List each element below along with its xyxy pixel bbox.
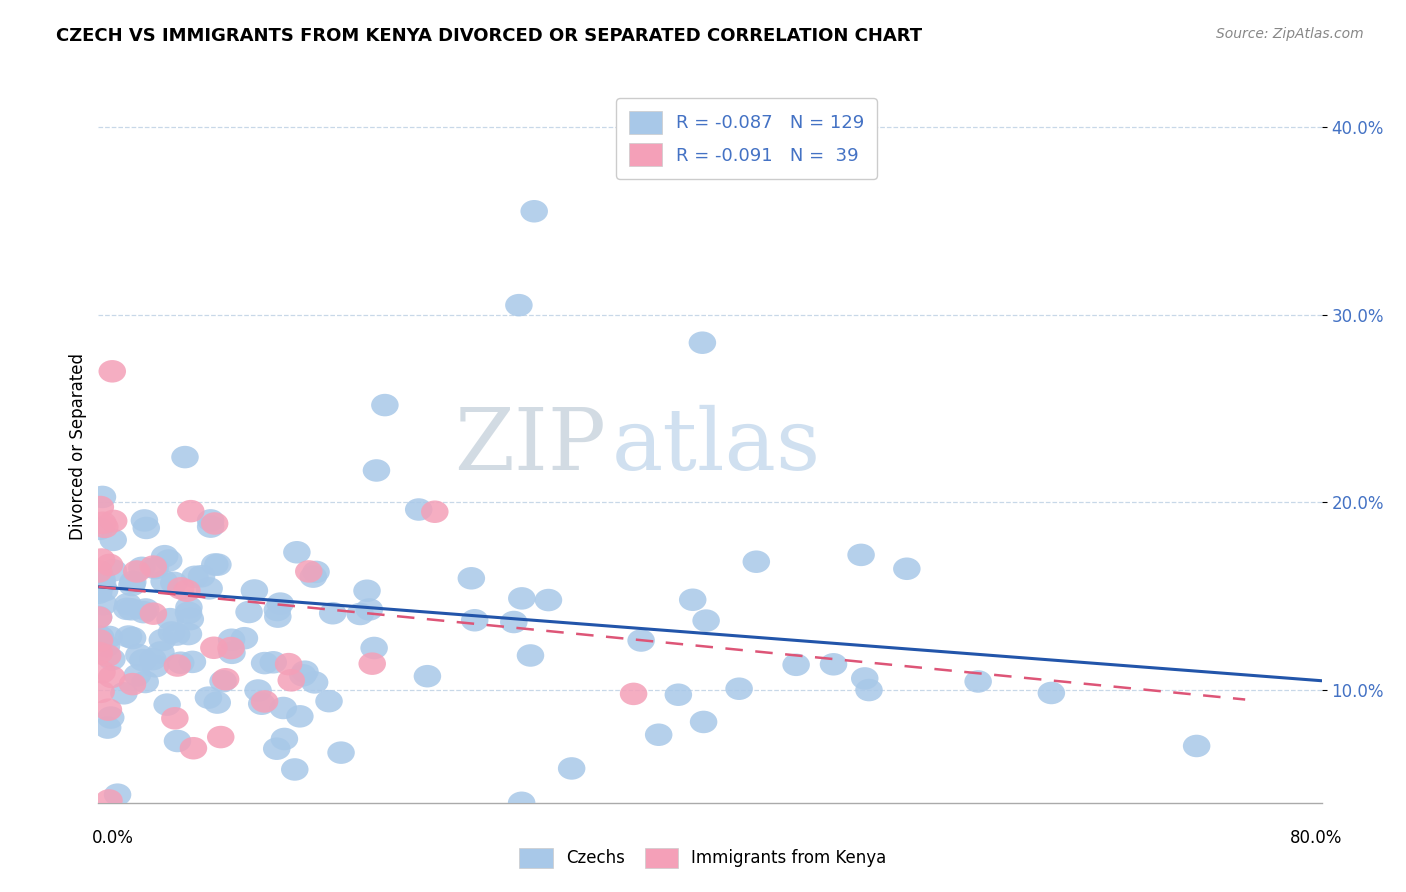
- Text: 80.0%: 80.0%: [1291, 829, 1343, 847]
- Text: ZIP: ZIP: [454, 404, 606, 488]
- Y-axis label: Divorced or Separated: Divorced or Separated: [69, 352, 87, 540]
- Text: Source: ZipAtlas.com: Source: ZipAtlas.com: [1216, 27, 1364, 41]
- Text: atlas: atlas: [612, 404, 821, 488]
- Text: CZECH VS IMMIGRANTS FROM KENYA DIVORCED OR SEPARATED CORRELATION CHART: CZECH VS IMMIGRANTS FROM KENYA DIVORCED …: [56, 27, 922, 45]
- Text: 0.0%: 0.0%: [91, 829, 134, 847]
- Legend: R = -0.087   N = 129, R = -0.091   N =  39: R = -0.087 N = 129, R = -0.091 N = 39: [616, 98, 877, 179]
- Legend: Czechs, Immigrants from Kenya: Czechs, Immigrants from Kenya: [513, 841, 893, 875]
